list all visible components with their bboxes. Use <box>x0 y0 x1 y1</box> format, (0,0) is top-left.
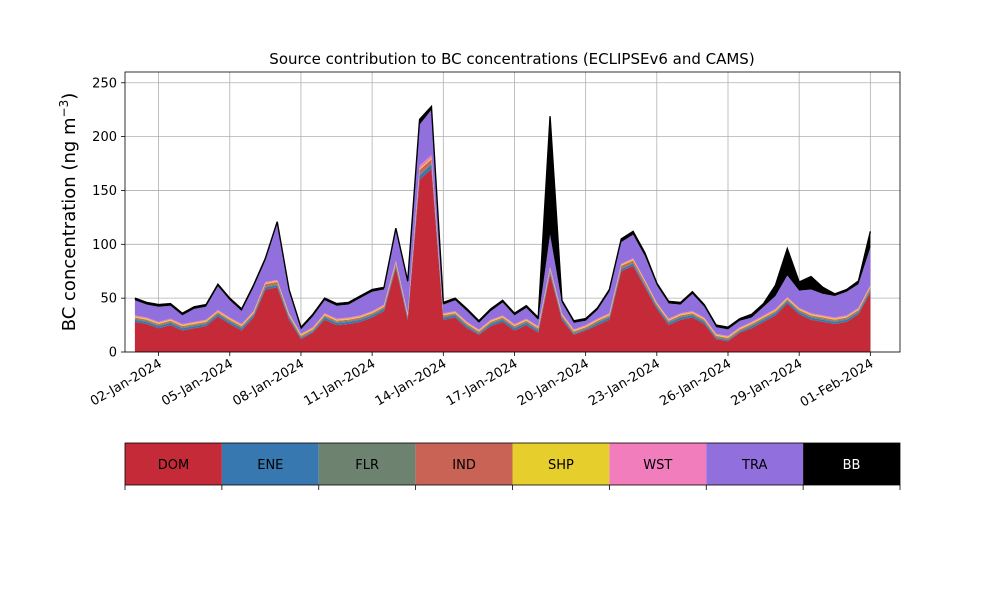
x-tick-label: 26-Jan-2024 <box>657 356 734 409</box>
area-ene <box>134 164 871 342</box>
legend-swatch-ind <box>415 443 513 485</box>
total-line <box>134 104 872 329</box>
area-bb <box>134 106 871 330</box>
y-tick-label: 50 <box>100 292 117 307</box>
legend-swatch-dom <box>125 443 222 485</box>
plot-frame <box>124 71 901 353</box>
legend-label: IND <box>452 458 476 473</box>
legend-swatch-ene <box>221 443 319 485</box>
area-wst <box>134 154 871 337</box>
legend-label: WST <box>643 458 672 473</box>
legend-swatch-tra <box>706 443 804 485</box>
legend-label: ENE <box>257 458 283 473</box>
legend-label: DOM <box>158 458 189 473</box>
legend-swatch-flr <box>318 443 416 485</box>
legend-swatch-wst <box>609 443 707 485</box>
y-tick-label: 200 <box>92 130 117 145</box>
x-tick-label: 11-Jan-2024 <box>302 356 379 409</box>
legend-label: BB <box>843 458 861 473</box>
x-tick-label: 23-Jan-2024 <box>586 356 663 409</box>
y-axis-label-main: BC concentration (ng m <box>59 117 80 331</box>
chart-title: Source contribution to BC concentrations… <box>269 50 754 68</box>
area-dom <box>134 168 871 352</box>
y-axis-label-superscript: −3 <box>57 100 71 118</box>
y-axis: 0 50 100 150 200 250 <box>92 76 125 361</box>
total-line-group <box>134 104 872 329</box>
y-tick-label: 0 <box>109 346 117 361</box>
x-tick-label: 17-Jan-2024 <box>444 356 521 409</box>
x-tick-label: 05-Jan-2024 <box>159 356 236 409</box>
legend-label: FLR <box>355 458 379 473</box>
x-tick-label: 14-Jan-2024 <box>373 356 450 409</box>
legend-swatch-shp <box>512 443 610 485</box>
legend-label: SHP <box>548 458 574 473</box>
x-tick-label: 02-Jan-2024 <box>88 356 165 409</box>
x-tick-label: 20-Jan-2024 <box>515 356 592 409</box>
y-axis-label-close: ) <box>59 93 80 100</box>
y-axis-label: BC concentration (ng m−3) <box>57 93 80 332</box>
y-tick-label: 150 <box>92 184 117 199</box>
x-tick-label: 29-Jan-2024 <box>729 356 806 409</box>
legend: DOM ENE FLR IND SHP WST TRA BB <box>124 442 901 490</box>
x-tick-label: 01-Feb-2024 <box>798 356 877 410</box>
y-tick-label: 100 <box>92 238 117 253</box>
x-axis: 02-Jan-202405-Jan-202408-Jan-202411-Jan-… <box>88 352 876 410</box>
area-tra <box>134 109 871 336</box>
legend-label: TRA <box>741 458 767 473</box>
area-series-group <box>134 106 871 352</box>
y-tick-label: 250 <box>92 76 117 91</box>
legend-swatch-bb <box>803 443 900 485</box>
x-tick-label: 08-Jan-2024 <box>230 356 307 409</box>
